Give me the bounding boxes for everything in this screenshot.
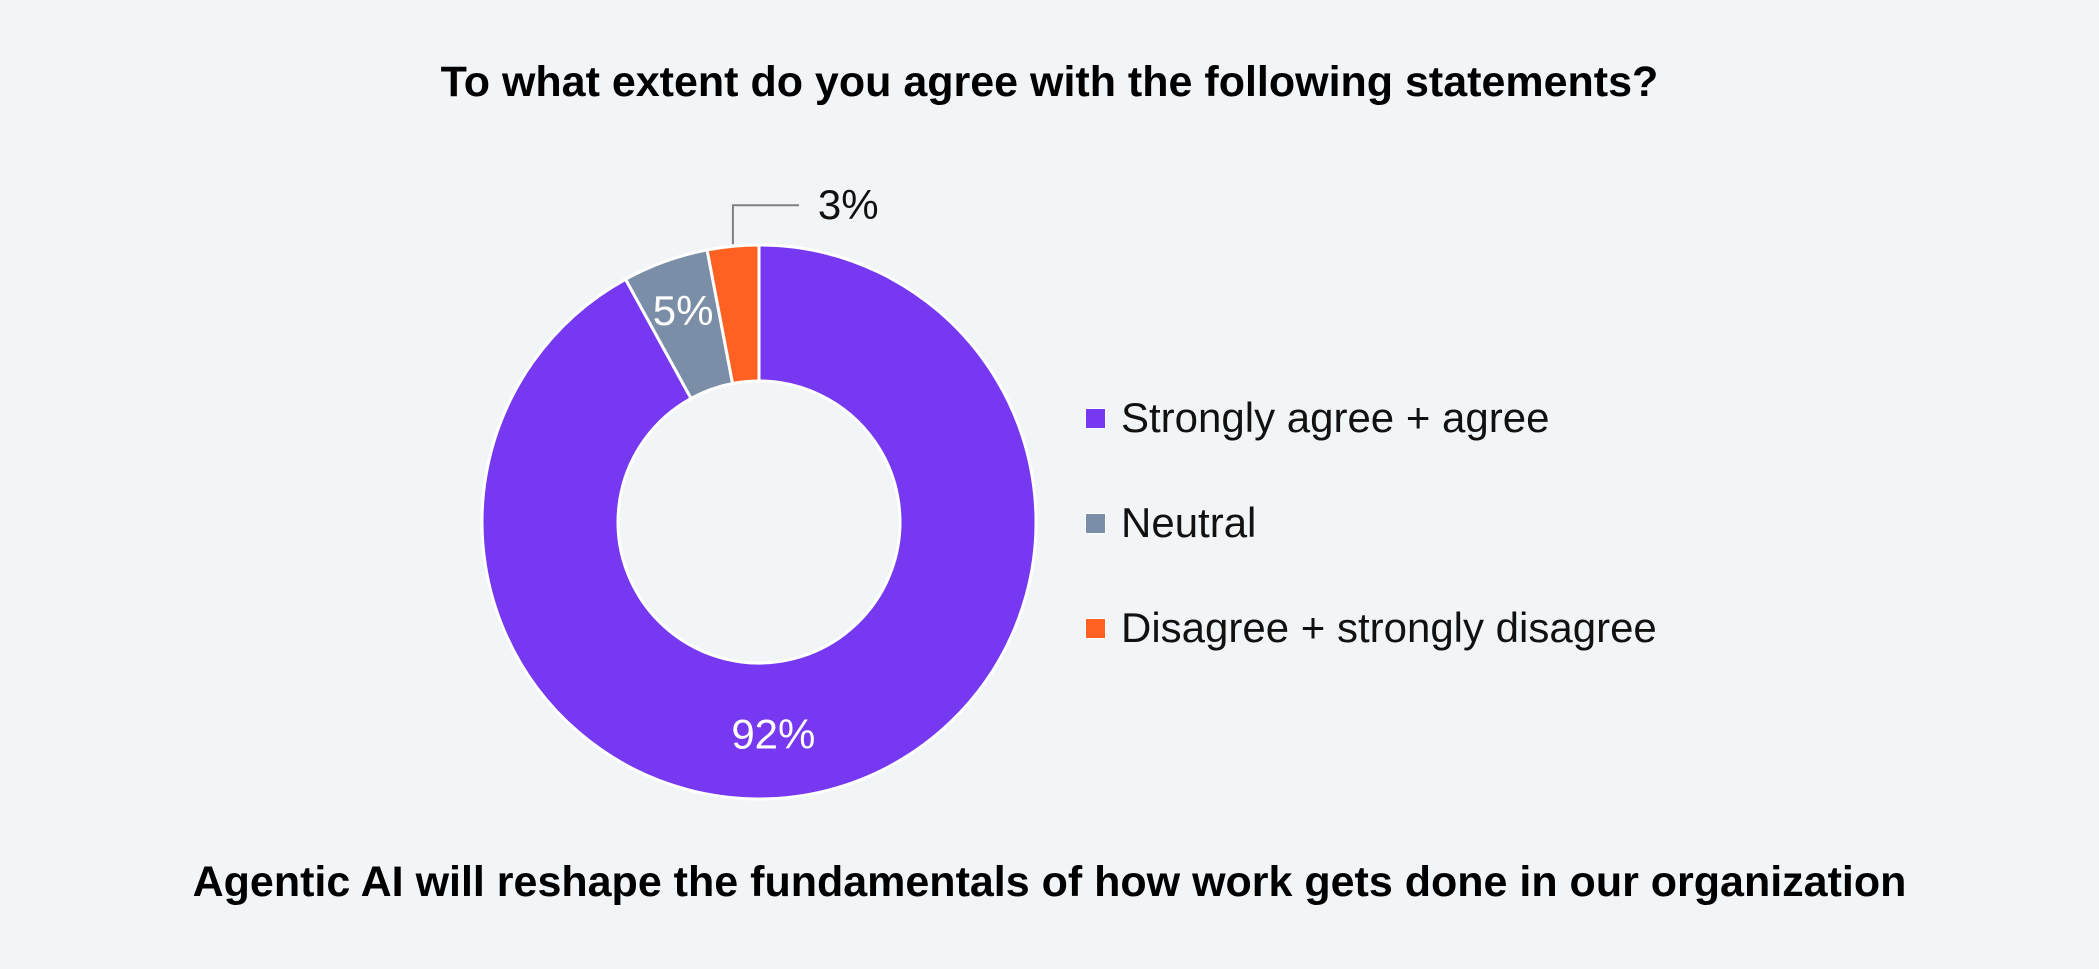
legend-label-neutral: Neutral: [1121, 499, 1257, 546]
legend-item-neutral[interactable]: Neutral: [1085, 495, 1657, 600]
legend-swatch-agree: [1085, 408, 1106, 429]
leader-line-disagree: [731, 204, 799, 245]
chart-subtitle: Agentic AI will reshape the fundamentals…: [192, 858, 1907, 906]
legend: Strongly agree + agree Neutral Disagree …: [1085, 390, 1657, 705]
legend-swatch-neutral: [1085, 513, 1106, 534]
data-label-neutral: 5%: [653, 287, 714, 334]
legend-swatch-disagree: [1085, 618, 1106, 639]
legend-label-agree: Strongly agree + agree: [1121, 394, 1550, 441]
legend-item-disagree[interactable]: Disagree + strongly disagree: [1085, 600, 1657, 705]
chart-title: To what extent do you agree with the fol…: [440, 58, 1659, 106]
data-label-disagree: 3%: [818, 181, 879, 228]
data-labels-group: 92% 5% 3%: [653, 181, 879, 757]
slices-group: [480, 243, 1038, 801]
legend-item-agree[interactable]: Strongly agree + agree: [1085, 390, 1657, 495]
data-label-agree: 92%: [731, 710, 815, 757]
legend-label-disagree: Disagree + strongly disagree: [1121, 604, 1657, 651]
slice-disagree[interactable]: [705, 243, 761, 386]
slice-agree[interactable]: [480, 243, 1038, 801]
